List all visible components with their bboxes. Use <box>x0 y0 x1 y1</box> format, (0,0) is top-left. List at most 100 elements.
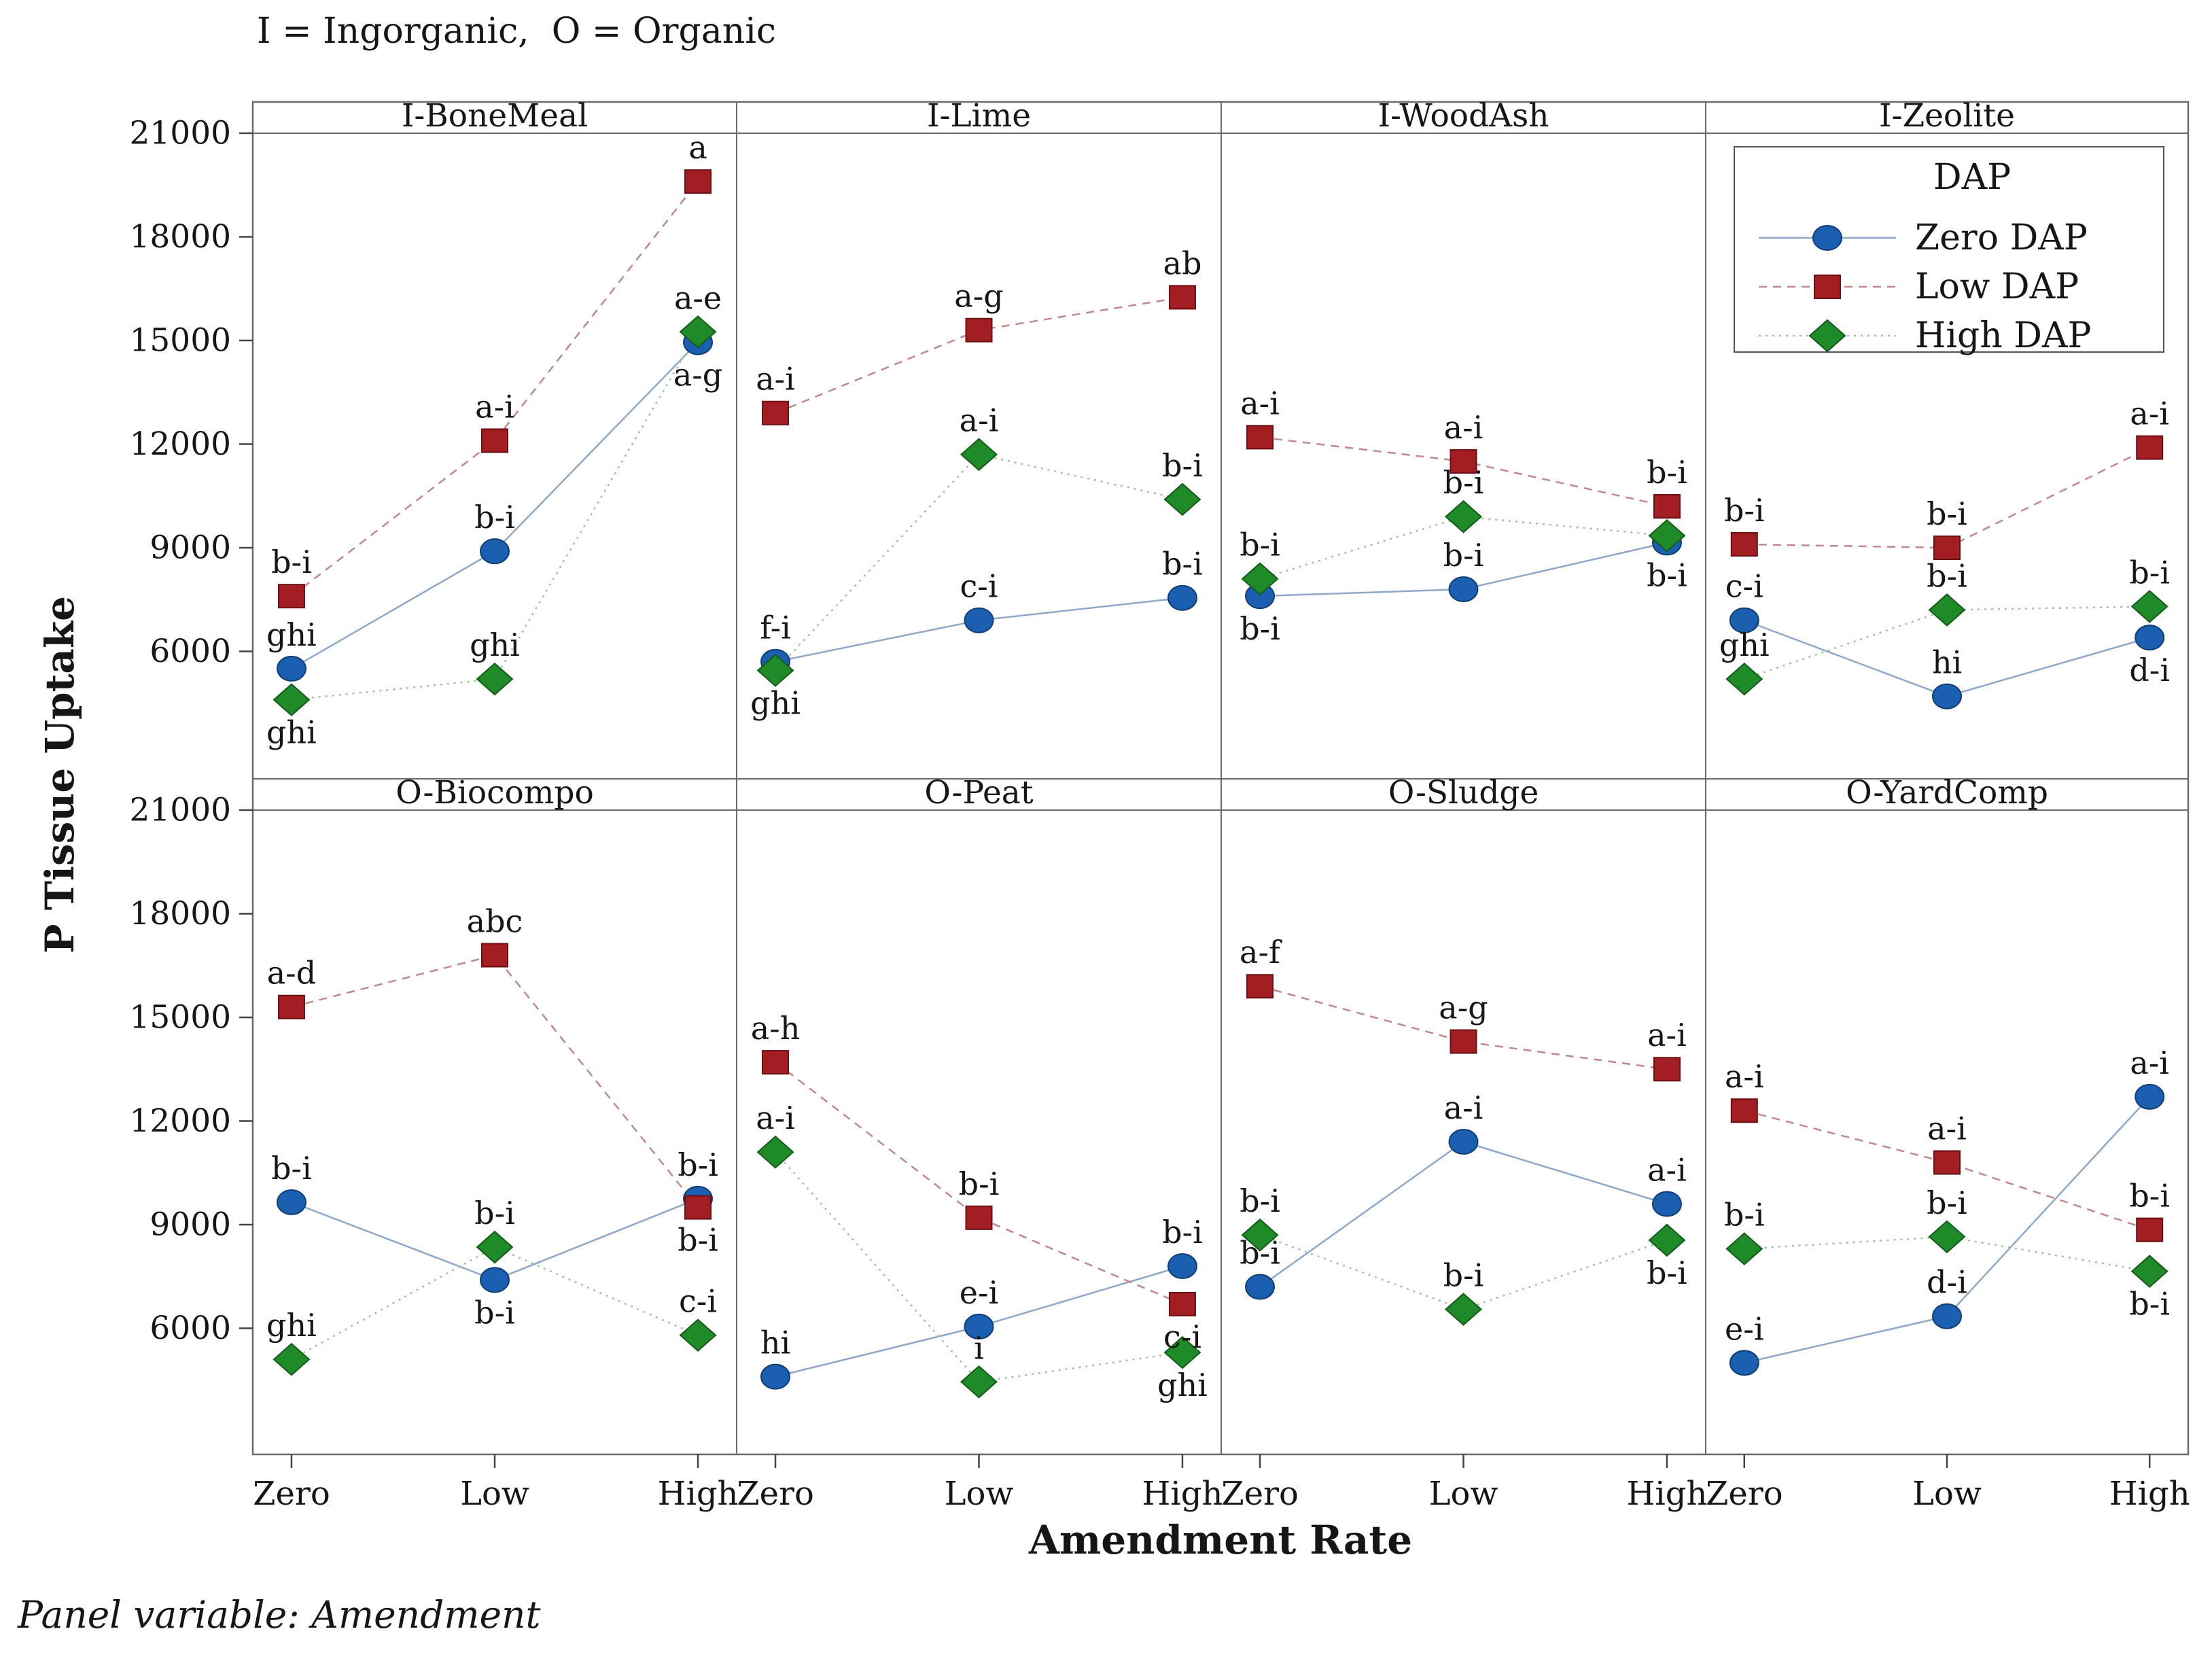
data-point-high-dap <box>1163 1335 1201 1369</box>
point-label: b-i <box>2129 1286 2170 1323</box>
data-point-low-dap <box>1814 275 1841 299</box>
point-label: b-i <box>1724 492 1765 529</box>
data-point-zero-dap <box>2135 625 2165 651</box>
point-label: ghi <box>470 627 520 663</box>
point-label: ghi <box>266 1307 317 1344</box>
point-label: b-i <box>678 1147 718 1183</box>
data-point-low-dap <box>1933 1150 1961 1175</box>
point-label: b-i <box>1443 537 1484 574</box>
data-point-low-dap <box>1246 425 1274 450</box>
series-line-low-dap <box>291 954 699 1208</box>
data-point-zero-dap <box>1812 225 1842 251</box>
point-label: a-i <box>756 1100 795 1136</box>
point-label: b-i <box>1240 1234 1280 1271</box>
panel-title: I-Zeolite <box>1879 97 2015 135</box>
legend-title: DAP <box>1933 157 2011 198</box>
point-label: b-i <box>474 499 515 536</box>
point-label: a-i <box>1927 1110 1967 1147</box>
point-label: ghi <box>266 714 317 751</box>
data-point-low-dap <box>762 1050 790 1075</box>
data-point-low-dap <box>762 400 790 425</box>
point-label: b-i <box>1240 610 1280 647</box>
panel-I-Lime: f-i c-i b-i a-i a-g ab ghi a-i b-i <box>750 245 1203 721</box>
point-label: a-i <box>1240 385 1280 421</box>
point-label: b-i <box>1240 1183 1280 1219</box>
x-tick-label: Zero <box>253 1475 330 1513</box>
panel-title: O-Peat <box>924 774 1033 811</box>
point-label: e-i <box>960 1274 998 1311</box>
x-tick-label: Zero <box>1221 1475 1299 1513</box>
data-point-zero-dap <box>1167 584 1197 611</box>
data-point-high-dap <box>756 1135 794 1169</box>
x-tick-label: Low <box>1912 1475 1982 1513</box>
point-label: a-i <box>1647 1151 1687 1188</box>
series-line-low-dap <box>775 296 1183 414</box>
y-tick-label: 9000 <box>150 1206 231 1243</box>
data-point-zero-dap <box>1729 607 1759 633</box>
data-point-zero-dap <box>1448 1128 1479 1155</box>
point-label: a-i <box>756 361 795 398</box>
data-point-zero-dap <box>1448 576 1479 602</box>
data-point-low-dap <box>1168 1291 1196 1316</box>
panel-I-Zeolite: c-i hi d-i b-i b-i a-i ghi b-i b-i <box>1719 396 2170 710</box>
point-label: abc <box>467 903 523 939</box>
data-point-low-dap <box>1653 1057 1681 1082</box>
data-point-high-dap <box>1725 1232 1763 1265</box>
series-line-high-dap <box>1744 1236 2150 1272</box>
data-point-high-dap <box>1928 593 1966 627</box>
y-tick-label: 15000 <box>129 321 231 359</box>
data-point-low-dap <box>2136 1217 2164 1242</box>
y-tick-label: 15000 <box>129 998 231 1036</box>
data-point-low-dap <box>1168 285 1196 310</box>
data-point-zero-dap <box>760 1363 791 1390</box>
point-label: a-d <box>267 955 316 992</box>
point-label: c-i <box>1163 1318 1201 1355</box>
y-tick-label: 21000 <box>129 115 231 152</box>
data-point-zero-dap <box>2135 1083 2165 1110</box>
point-label: a-i <box>1444 409 1483 446</box>
data-point-low-dap <box>1653 493 1681 519</box>
x-axis-title: Amendment Rate <box>1028 1517 1413 1563</box>
series-line-low-dap <box>291 181 699 597</box>
data-point-low-dap <box>684 1195 712 1220</box>
data-point-high-dap <box>679 315 717 349</box>
panel-O-Peat: hi e-i b-i a-h b-i c-i a-i i ghi <box>751 1010 1208 1403</box>
data-point-high-dap <box>1444 500 1483 533</box>
data-point-high-dap <box>960 1365 998 1399</box>
data-point-zero-dap <box>964 1313 994 1340</box>
point-label: b-i <box>271 1150 312 1187</box>
panel-I-WoodAsh: b-i b-i b-i a-i a-i b-i b-i b-i <box>1240 385 1687 647</box>
series-line-low-dap <box>775 1062 1183 1306</box>
point-label: c-i <box>960 568 998 605</box>
point-label: b-i <box>1724 1197 1765 1233</box>
point-label: b-i <box>1647 454 1687 491</box>
y-tick-label: 9000 <box>150 529 231 566</box>
point-label: d-i <box>1927 1264 1967 1301</box>
legend-entry-label: Zero DAP <box>1915 217 2088 258</box>
data-point-high-dap <box>679 1318 717 1352</box>
data-point-zero-dap <box>964 607 994 633</box>
point-label: a-i <box>2130 396 2169 432</box>
x-tick-label: Zero <box>1706 1475 1783 1513</box>
panel-O-YardComp: e-i d-i a-i a-i a-i b-i b-i b-i b-i <box>1724 1045 2170 1376</box>
point-label: b-i <box>1443 464 1484 501</box>
point-label: a-i <box>1647 1017 1687 1053</box>
data-point-low-dap <box>277 584 305 609</box>
data-point-zero-dap <box>1729 1350 1759 1376</box>
data-point-low-dap <box>1450 1029 1477 1054</box>
data-point-zero-dap <box>480 538 510 565</box>
point-label: e-i <box>1725 1310 1763 1347</box>
panel-title: O-YardComp <box>1846 774 2048 811</box>
data-point-zero-dap <box>480 1267 510 1293</box>
data-point-low-dap <box>1730 1098 1758 1123</box>
panel-title: O-Sludge <box>1388 774 1539 811</box>
point-label: a-h <box>751 1010 801 1047</box>
point-label: b-i <box>474 1294 515 1331</box>
point-label: a <box>688 129 707 166</box>
data-point-low-dap <box>965 1205 993 1230</box>
point-label: a-f <box>1240 934 1282 970</box>
data-point-zero-dap <box>1651 1191 1682 1217</box>
point-label: a-g <box>954 278 1003 315</box>
point-label: b-i <box>1162 546 1203 582</box>
data-point-high-dap <box>1648 519 1686 553</box>
